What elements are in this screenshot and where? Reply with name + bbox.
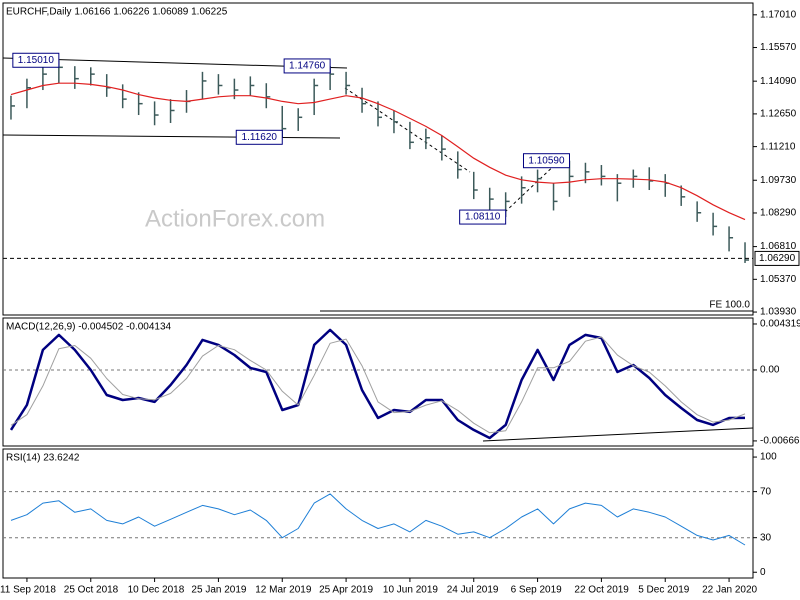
y-tick-label: 30	[760, 532, 772, 543]
fibo-line	[504, 159, 561, 213]
y-tick-label: 0.00	[760, 365, 780, 376]
x-tick-label: 25 Apr 2019	[319, 585, 373, 596]
annotation-label: 1.14760	[289, 61, 326, 72]
panel-title: EURCHF,Daily 1.06166 1.06226 1.06089 1.0…	[6, 7, 228, 18]
trend-line	[2, 134, 341, 139]
y-tick-label: 1.06810	[760, 241, 797, 252]
last-price-label: 1.06290	[759, 253, 796, 264]
annotation-label: 1.11620	[242, 132, 278, 143]
last-price-box	[754, 250, 800, 266]
annotation-label: 1.15010	[18, 55, 55, 66]
x-tick-label: 25 Oct 2018	[64, 585, 119, 596]
annotation-box	[235, 129, 283, 145]
y-tick-label: 1.08290	[760, 208, 797, 219]
macd-panel	[2, 317, 754, 447]
y-tick-label: 1.17010	[760, 9, 797, 20]
annotation-box	[522, 153, 570, 169]
annotation-box	[283, 58, 331, 74]
annotation-box	[459, 209, 507, 225]
x-tick-label: 25 Jan 2019	[191, 585, 246, 596]
x-tick-label: 24 Jul 2019	[447, 585, 499, 596]
y-tick-label: 1.11210	[760, 141, 796, 152]
annotation-label: 1.10590	[528, 155, 565, 166]
x-tick-label: 6 Sep 2019	[511, 585, 563, 596]
fe-label: FE 100.0	[709, 300, 750, 311]
x-tick-label: 22 Jan 2020	[702, 585, 757, 596]
x-tick-label: 12 Mar 2019	[255, 585, 312, 596]
annotation-box	[12, 52, 60, 68]
price-panel	[2, 2, 754, 316]
x-tick-label: 10 Jun 2019	[383, 585, 438, 596]
series-line	[9, 328, 746, 440]
watermark: ActionForex.com	[145, 205, 325, 232]
y-tick-label: 1.12650	[760, 109, 797, 120]
y-tick-label: -0.006663	[760, 436, 800, 447]
y-tick-label: 1.03930	[760, 307, 797, 318]
x-tick-label: 5 Dec 2019	[638, 585, 690, 596]
fibo-line	[344, 87, 471, 173]
series-line	[10, 493, 746, 546]
rsi-panel	[2, 448, 754, 579]
y-tick-label: 0	[760, 567, 766, 578]
moving-average	[10, 82, 746, 221]
y-tick-label: 1.15570	[760, 42, 797, 53]
y-tick-label: 1.05370	[760, 274, 797, 285]
panel-title: RSI(14) 23.6242	[6, 453, 80, 464]
y-tick-label: 100	[760, 452, 777, 463]
annotation-label: 1.08110	[465, 212, 501, 223]
y-tick-label: 70	[760, 486, 772, 497]
panel-title: MACD(12,26,9) -0.004502 -0.004134	[6, 322, 172, 333]
y-tick-label: 0.004319	[760, 319, 800, 330]
series-line	[10, 336, 746, 434]
x-tick-label: 10 Dec 2018	[128, 585, 185, 596]
y-tick-label: 1.09730	[760, 175, 797, 186]
macd-trend-line	[482, 427, 754, 442]
x-tick-label: 11 Sep 2018	[0, 585, 56, 596]
x-tick-label: 22 Oct 2019	[574, 585, 629, 596]
y-tick-label: 1.14090	[760, 76, 797, 87]
